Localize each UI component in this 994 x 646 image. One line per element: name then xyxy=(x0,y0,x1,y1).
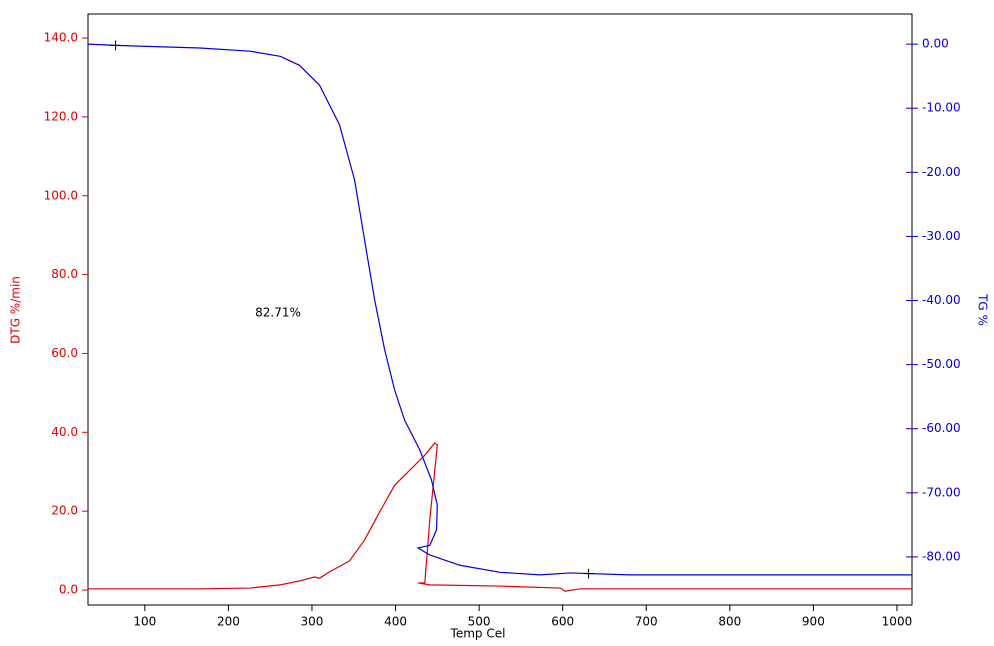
cursor-marker xyxy=(110,40,121,51)
y2-tick-label: 0.00 xyxy=(922,37,949,51)
x-tick-label: 600 xyxy=(551,615,574,629)
y2-axis-label: TG % xyxy=(976,293,990,326)
y-tick-label: 100.0 xyxy=(44,188,78,202)
y2-tick-label: -50.00 xyxy=(922,357,961,371)
x-tick-label: 700 xyxy=(635,615,658,629)
series-line xyxy=(87,43,912,576)
plot-frame xyxy=(87,13,913,606)
y-axis-label: DTG %/min xyxy=(9,276,23,344)
y-tick-label: 60.0 xyxy=(51,346,78,360)
series-line xyxy=(88,442,912,592)
x-tick-label: 400 xyxy=(384,615,407,629)
y2-tick-label: -40.00 xyxy=(922,293,961,307)
x-tick-label: 800 xyxy=(718,615,741,629)
x-axis-label: Temp Cel xyxy=(450,627,506,641)
x-tick-label: 300 xyxy=(301,615,324,629)
x-tick-label: 100 xyxy=(133,615,156,629)
annotation: 82.71% xyxy=(255,306,301,320)
y-tick-label: 40.0 xyxy=(51,425,78,439)
y2-tick-label: -70.00 xyxy=(922,485,961,499)
y-tick-label: 0.0 xyxy=(59,583,78,597)
y-tick-label: 120.0 xyxy=(44,109,78,123)
cursor-marker xyxy=(583,568,594,579)
y2-tick-label: -30.00 xyxy=(922,229,961,243)
y-tick-label: 20.0 xyxy=(51,504,78,518)
x-tick-label: 900 xyxy=(802,615,825,629)
x-tick-label: 500 xyxy=(468,615,491,629)
y-tick-label: 140.0 xyxy=(44,31,78,45)
y2-tick-label: -20.00 xyxy=(922,165,961,179)
y2-tick-label: -80.00 xyxy=(922,549,961,563)
y-tick-label: 80.0 xyxy=(51,267,78,281)
y2-tick-label: -60.00 xyxy=(922,421,961,435)
x-tick-label: 1000 xyxy=(882,615,913,629)
y2-tick-label: -10.00 xyxy=(922,101,961,115)
x-tick-label: 200 xyxy=(217,615,240,629)
